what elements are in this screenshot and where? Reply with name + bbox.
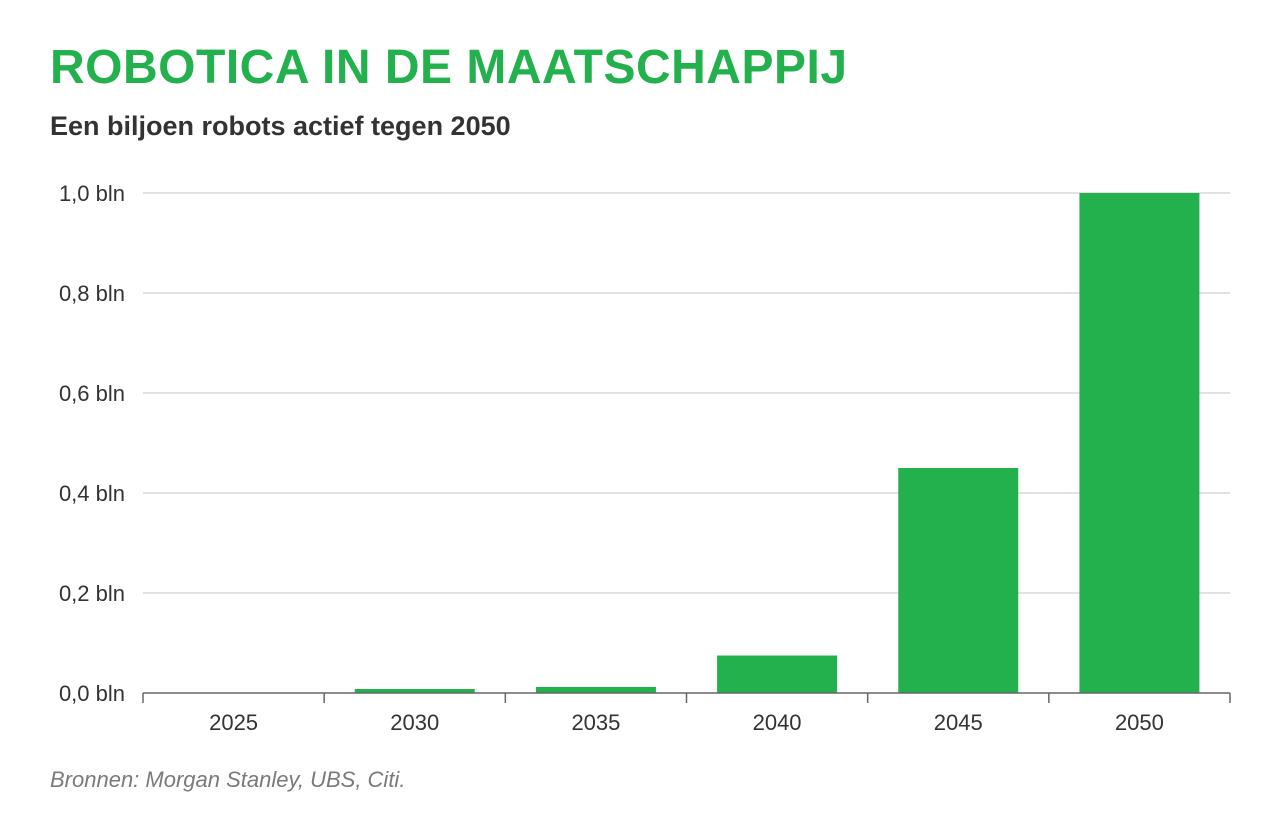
x-tick-label: 2050 bbox=[1115, 710, 1164, 735]
x-tick-label: 2040 bbox=[753, 710, 802, 735]
x-tick-label: 2025 bbox=[209, 710, 258, 735]
bar-2035 bbox=[535, 687, 656, 693]
bars bbox=[173, 193, 1200, 693]
x-tick-label: 2035 bbox=[571, 710, 620, 735]
x-axis-labels: 2025 2030 2035 2040 2045 2050 bbox=[209, 710, 1164, 735]
bar-2030 bbox=[354, 689, 475, 693]
source-note: Bronnen: Morgan Stanley, UBS, Citi. bbox=[50, 767, 406, 792]
y-tick-label: 0,0 bln bbox=[59, 681, 125, 706]
y-tick-label: 0,2 bln bbox=[59, 581, 125, 606]
x-axis bbox=[142, 692, 1231, 703]
bar-2050 bbox=[1079, 193, 1200, 693]
chart-subtitle: Een biljoen robots actief tegen 2050 bbox=[50, 111, 511, 141]
y-axis-labels: 0,0 bln 0,2 bln 0,4 bln 0,6 bln 0,8 bln 1,0 b… bbox=[59, 181, 125, 706]
gridlines bbox=[143, 192, 1230, 594]
bar-2045 bbox=[898, 468, 1019, 693]
x-tick-label: 2030 bbox=[390, 710, 439, 735]
chart-title: ROBOTICA IN DE MAATSCHAPPIJ bbox=[50, 41, 848, 94]
x-tick-label: 2045 bbox=[934, 710, 983, 735]
y-tick-label: 0,6 bln bbox=[59, 381, 125, 406]
y-tick-label: 1,0 bln bbox=[59, 181, 125, 206]
y-tick-label: 0,4 bln bbox=[59, 481, 125, 506]
y-tick-label: 0,8 bln bbox=[59, 281, 125, 306]
bar-2040 bbox=[717, 655, 838, 693]
